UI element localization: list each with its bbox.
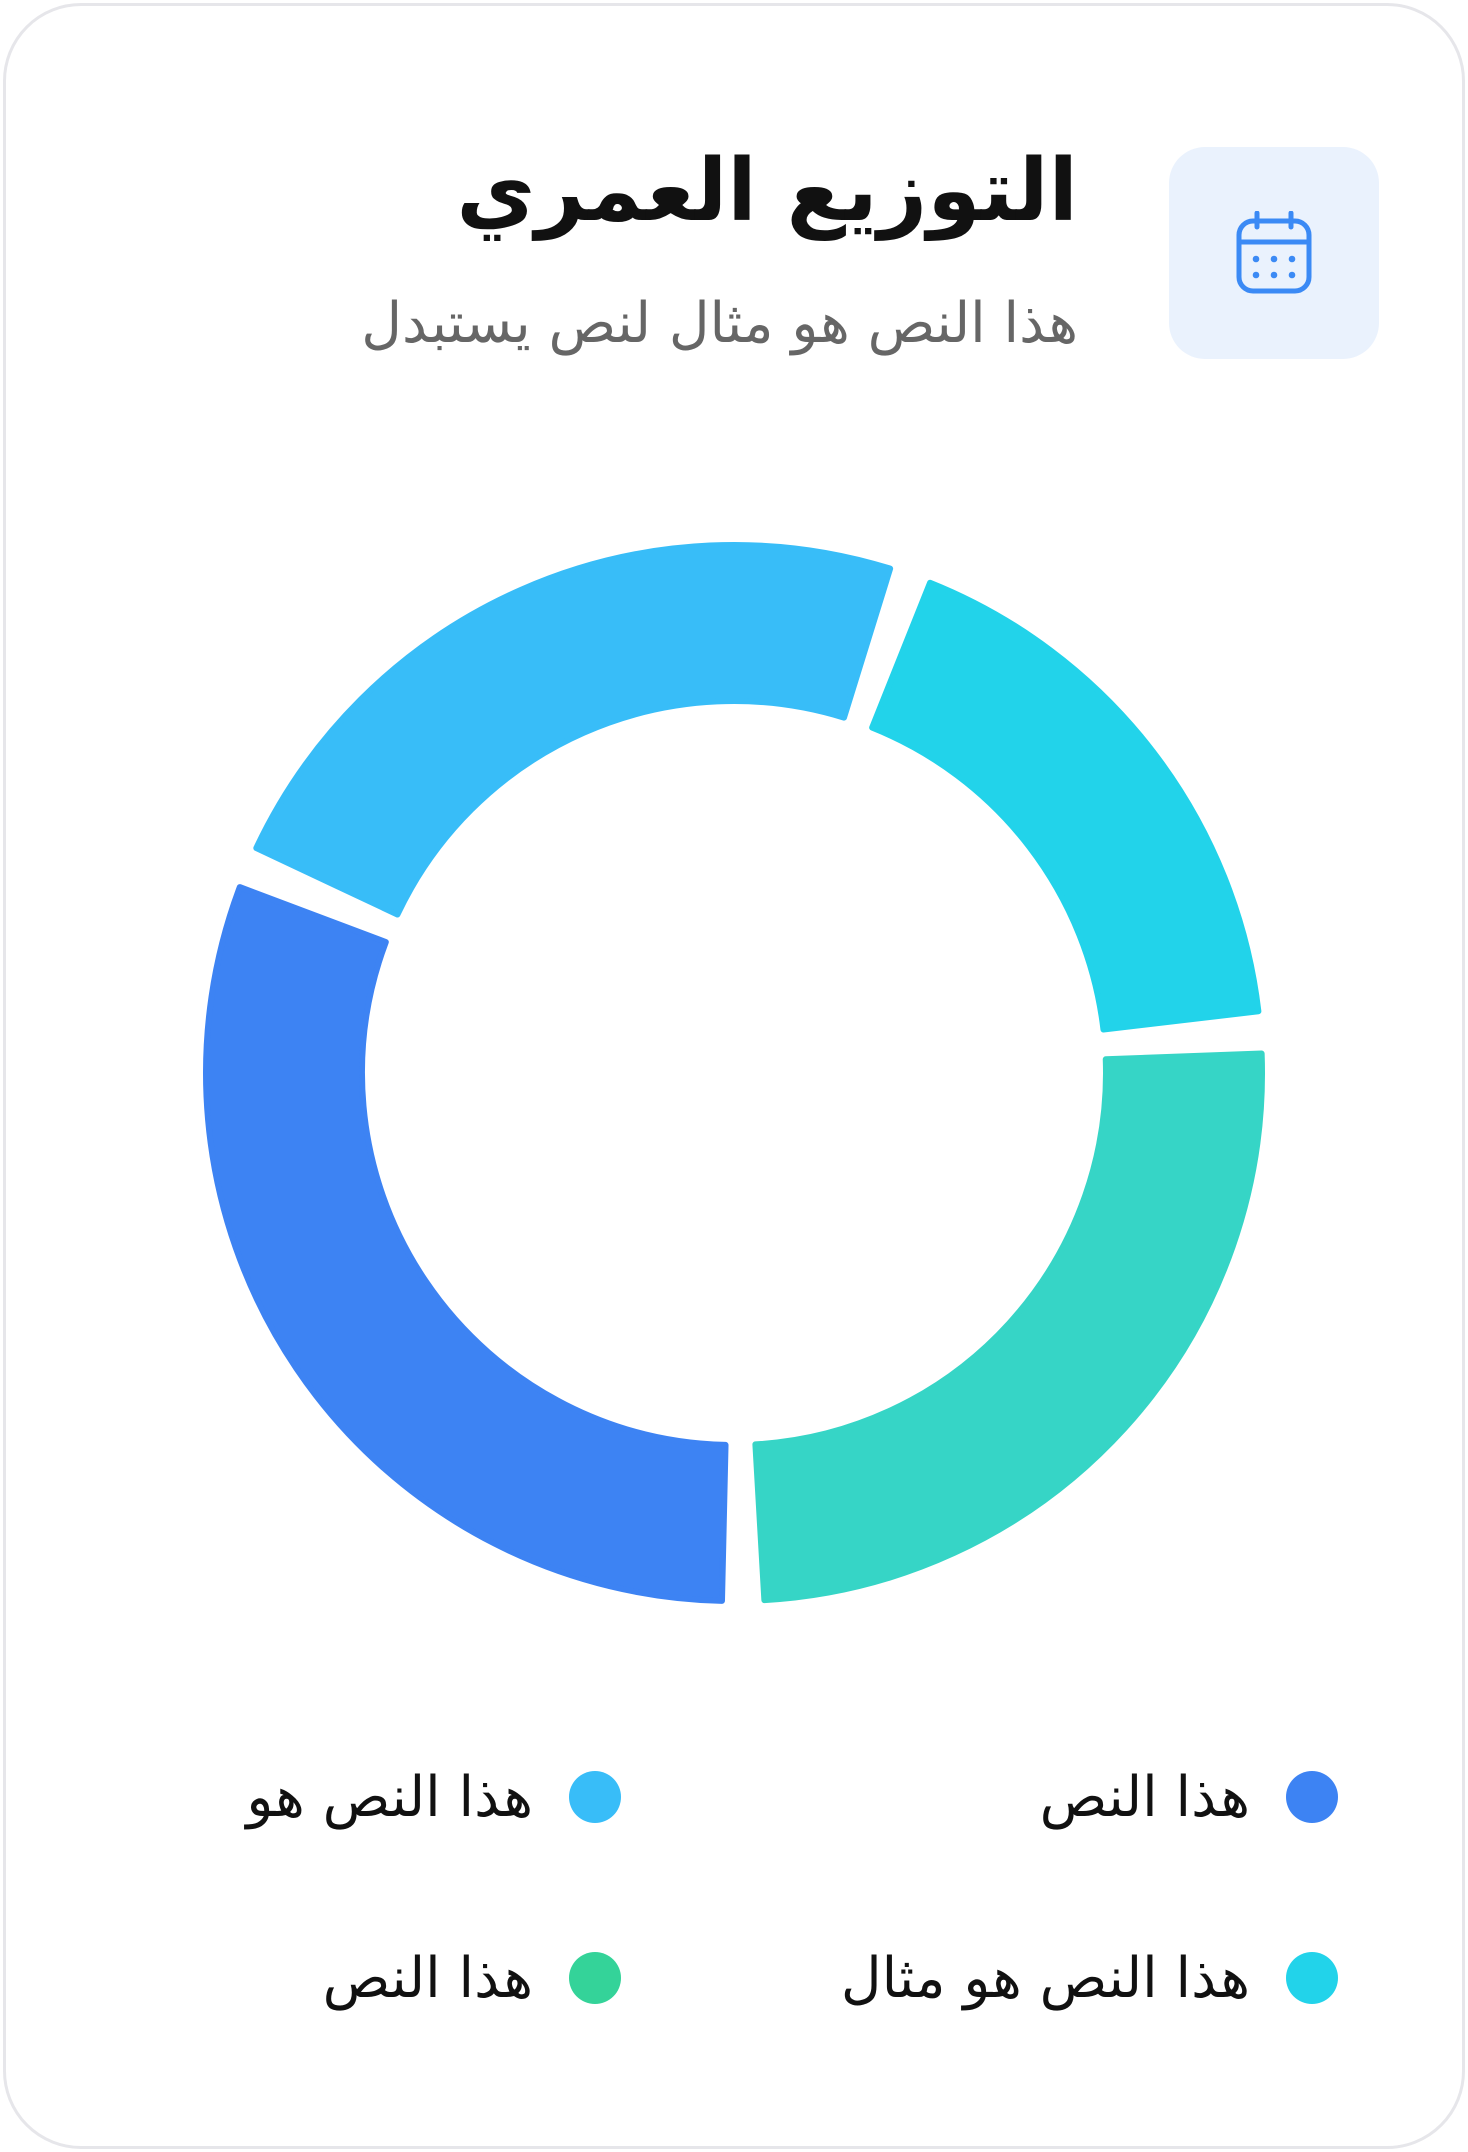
legend-label: هذا النص [322, 1945, 533, 2011]
legend-item[interactable]: هذا النص هو [246, 1757, 621, 1837]
card-title: التوزيع العمري [456, 141, 1078, 241]
calendar-button[interactable] [1169, 147, 1379, 359]
legend-item[interactable]: هذا النص [323, 1938, 621, 2018]
legend-dot [569, 1771, 621, 1823]
card-subtitle: هذا النص هو مثال لنص يستبدل [361, 291, 1078, 356]
donut-segment[interactable] [203, 884, 729, 1604]
donut-segment[interactable] [869, 579, 1262, 1033]
legend-dot [569, 1952, 621, 2004]
donut-segment[interactable] [253, 542, 894, 918]
legend-item[interactable]: هذا النص هو مثال [841, 1938, 1338, 2018]
legend-item[interactable]: هذا النص [1040, 1757, 1338, 1837]
legend-label: هذا النص [1039, 1764, 1250, 1830]
legend-dot [1286, 1771, 1338, 1823]
donut-segment[interactable] [752, 1050, 1265, 1604]
calendar-icon [1236, 211, 1312, 294]
legend-label: هذا النص هو مثال [840, 1945, 1250, 2011]
legend-dot [1286, 1952, 1338, 2004]
donut-chart [203, 542, 1265, 1604]
legend-label: هذا النص هو [246, 1764, 533, 1830]
